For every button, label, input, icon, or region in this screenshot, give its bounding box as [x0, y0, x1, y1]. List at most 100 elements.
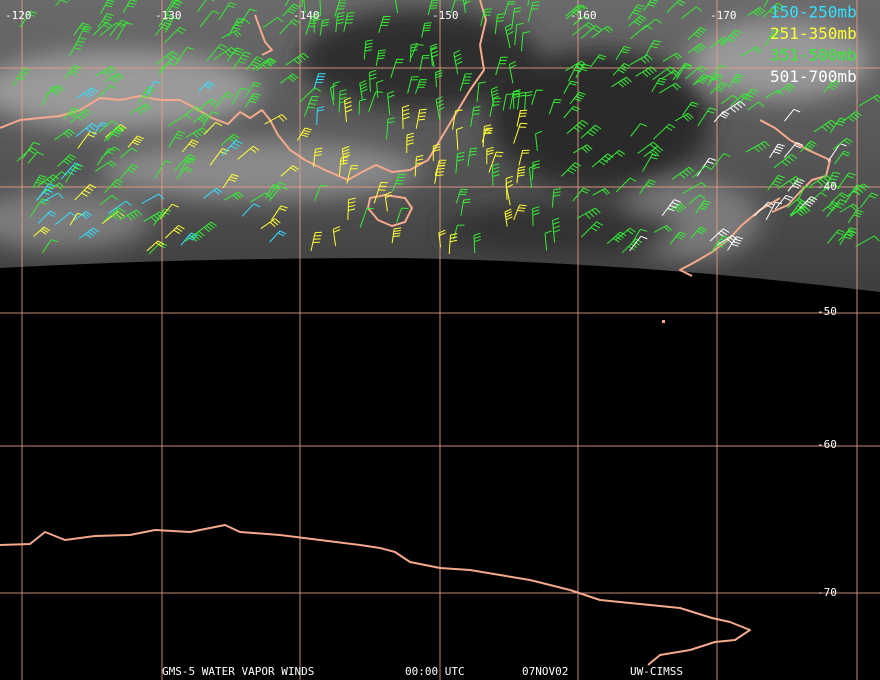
wind-barb [659, 82, 682, 94]
wind-barb [157, 62, 175, 77]
wind-barb [839, 227, 857, 246]
wind-barb [268, 182, 286, 198]
wind-barb [342, 146, 350, 165]
wind-barb [78, 227, 100, 239]
wind-barb [765, 89, 784, 99]
wind-barb [335, 12, 345, 33]
footer-text: 07NOV02 [522, 665, 568, 678]
longitude-label: -120 [5, 9, 32, 22]
wind-barb [63, 64, 81, 80]
wind-barb [155, 50, 179, 65]
wind-barb [106, 125, 125, 142]
wind-barb [104, 207, 126, 222]
wind-barb [32, 175, 47, 189]
wind-barb [168, 130, 186, 148]
wind-barb [855, 235, 880, 247]
wind-barb [615, 177, 637, 193]
wind-barb [159, 203, 179, 220]
wind-barb [45, 84, 65, 96]
latitude-label: -70 [817, 586, 837, 599]
wind-barb [669, 231, 687, 245]
wind-barb [100, 146, 121, 159]
wind-barb [635, 66, 657, 78]
wind-barb [179, 157, 196, 172]
wind-barb [834, 150, 851, 165]
wind-barb [231, 87, 248, 105]
wind-barb [516, 109, 528, 127]
wind-barb [154, 160, 172, 179]
wind-barb [127, 135, 144, 148]
wind-barb [432, 143, 441, 161]
wind-barb [832, 137, 853, 150]
wind-barb [98, 120, 119, 133]
wind-barb [57, 154, 77, 167]
wind-barb [860, 192, 879, 208]
wind-barb [504, 23, 514, 49]
wind-barb [767, 174, 785, 191]
wind-barb [214, 92, 234, 109]
wind-barb [154, 22, 172, 36]
wind-barb [452, 109, 463, 130]
wind-barb [708, 64, 727, 83]
wind-barb [676, 64, 693, 80]
wind-barb [97, 13, 114, 29]
labels: -120 -130 -140 -150 -160 -170 -40 -50 -60 -70 150-… [5, 3, 857, 679]
wind-barb [653, 123, 676, 140]
wind-barb [414, 155, 424, 177]
legend-entry: 501-700mb [770, 67, 857, 86]
wind-barb [175, 166, 193, 180]
wind-barb [316, 106, 325, 125]
wind-barb [68, 37, 87, 57]
longitude-label: -170 [710, 9, 737, 22]
wind-barb [566, 119, 589, 134]
wind-barb [687, 26, 707, 41]
wind-barb [738, 88, 759, 105]
wind-barb [434, 159, 447, 176]
wind-barb [430, 45, 437, 68]
wind-barb [75, 122, 98, 138]
wind-barb [580, 221, 603, 238]
wind-barb [279, 18, 300, 35]
wind-barb [495, 56, 508, 76]
wind-barb [299, 87, 322, 103]
wind-barb [455, 151, 465, 174]
wind-barb [576, 207, 601, 220]
wind-barb [722, 100, 746, 114]
wind-barb [711, 153, 731, 170]
wind-barb [69, 108, 92, 124]
wind-barb [95, 65, 117, 77]
wind-barb [774, 194, 793, 210]
wind-barb [43, 182, 65, 193]
wind-barb [800, 140, 817, 153]
wind-barb [784, 142, 804, 158]
wind-barb [265, 184, 280, 199]
wind-barb [313, 147, 323, 168]
wind-barb [552, 217, 561, 243]
wind-barb [551, 188, 561, 208]
wind-barb [456, 126, 464, 151]
wind-barb [829, 117, 847, 134]
wind-barb [710, 81, 728, 95]
wind-barb [763, 0, 769, 8]
wind-barb [511, 7, 522, 29]
wind-barb [103, 72, 125, 84]
wind-barb [387, 90, 395, 115]
wind-barb [119, 209, 142, 221]
wind-barb [685, 65, 707, 80]
wind-barb [488, 151, 504, 173]
wind-barb [146, 240, 165, 252]
wind-barb [42, 239, 59, 254]
wind-barb [223, 191, 244, 201]
wind-barb [720, 29, 742, 46]
wind-barb [777, 175, 802, 190]
wind-barb [394, 0, 399, 14]
wind-barb [373, 182, 388, 204]
wind-barb [548, 99, 562, 115]
wind-barb [666, 0, 686, 13]
wind-barb [347, 197, 356, 220]
wind-barb [409, 43, 418, 63]
wind-barb [250, 192, 272, 203]
wind-barb [569, 91, 586, 105]
wind-barb [358, 98, 367, 115]
longitude-label: -130 [155, 9, 182, 22]
